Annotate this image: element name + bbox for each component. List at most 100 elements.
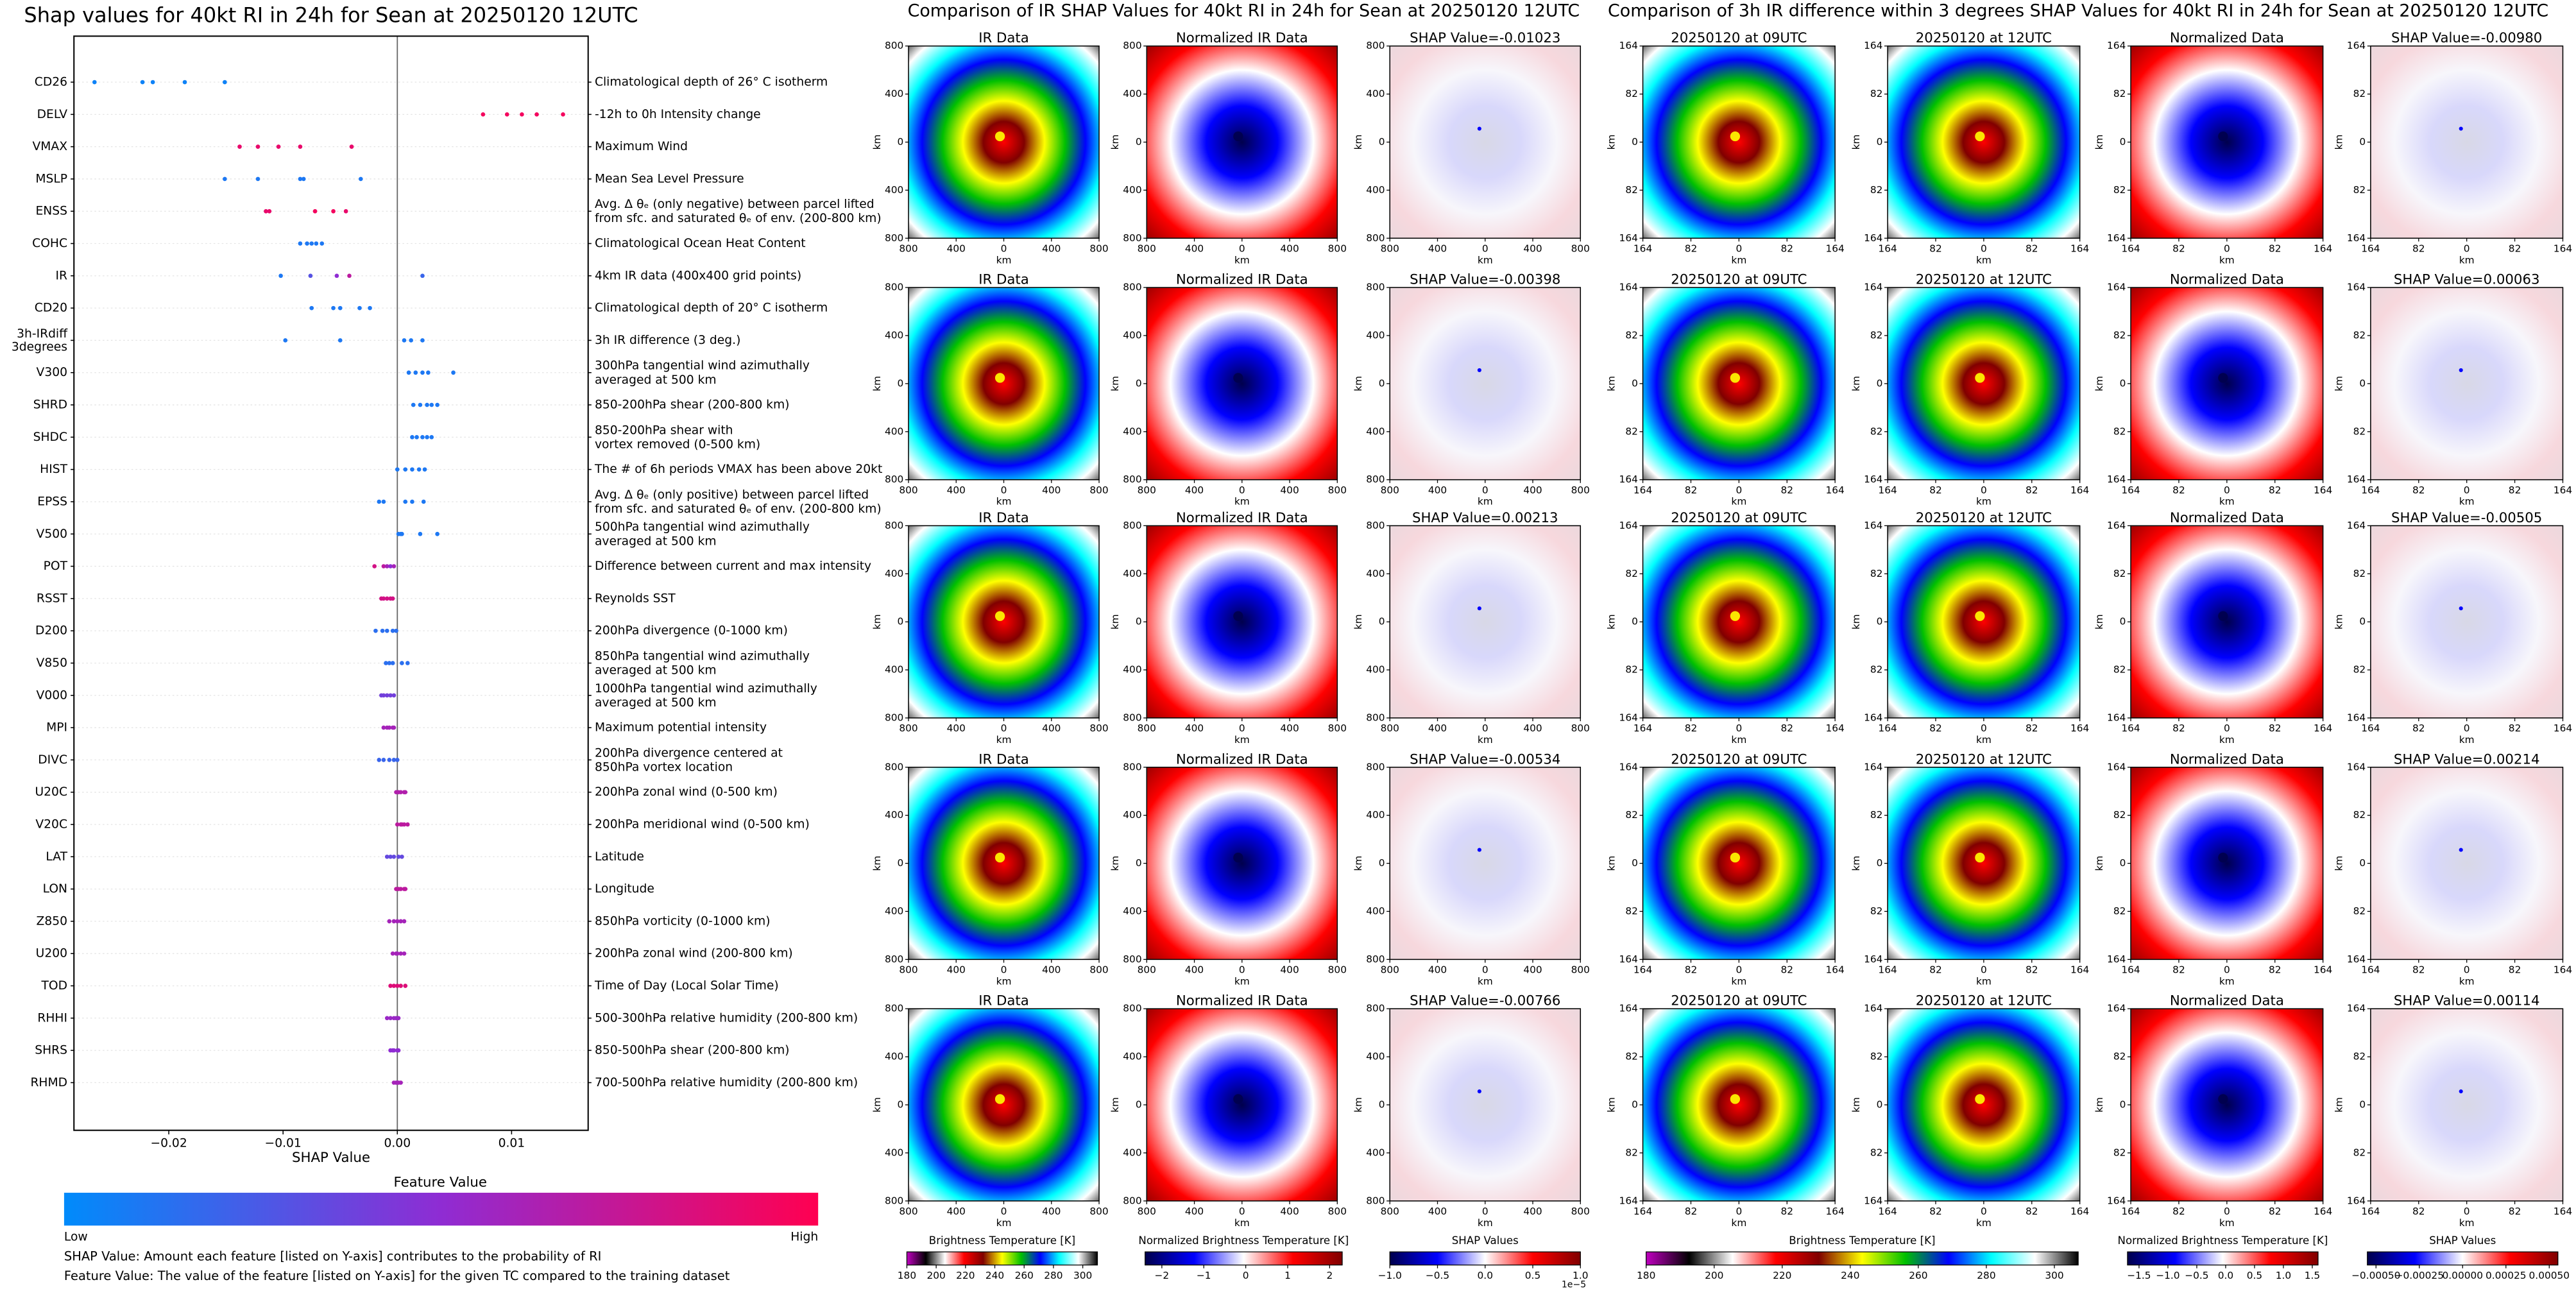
feature-label: V000 [37, 688, 67, 702]
panel-title: SHAP Value=-0.00398 [1410, 272, 1560, 288]
y-axis-label: km [1352, 614, 1364, 629]
y-tick-label: 400 [1123, 1147, 1141, 1158]
x-tick-label: 0 [1736, 964, 1742, 975]
image-texture [1390, 46, 1581, 239]
y-tick-label: 82 [2113, 905, 2126, 917]
feature-label: RSST [37, 592, 68, 605]
x-tick-label: 0.00 [384, 1137, 411, 1150]
feature-description: 300hPa tangential wind azimuthally averag… [595, 359, 810, 386]
feature-label: 3h-IRdiff 3degrees [12, 327, 68, 354]
y-tick-label: 0 [1632, 857, 1638, 869]
x-tick-label: 164 [2361, 243, 2380, 254]
colorbar-high: High [790, 1231, 818, 1244]
x-tick-label: 400 [1042, 484, 1061, 496]
x-tick-label: 164 [2554, 722, 2572, 734]
shap-point [390, 628, 395, 633]
y-axis-label: km [871, 376, 883, 391]
colorbar-tick-label: 1 [1284, 1270, 1291, 1281]
feature-description-line: 500hPa tangential wind azimuthally [595, 520, 810, 534]
colorbar-tick-label: 0.00050 [2529, 1270, 2570, 1281]
shap-point [402, 338, 407, 343]
x-tick-label: 0 [1239, 484, 1245, 496]
shap-point [403, 984, 408, 988]
feature-description: 3h IR difference (3 deg.) [595, 334, 740, 347]
colorbar-tick-label: −2 [1155, 1270, 1170, 1281]
image [1642, 1009, 1836, 1201]
shap-point [534, 112, 539, 117]
y-tick-label: 800 [1366, 1003, 1385, 1014]
y-tick-label: 164 [1864, 1003, 1882, 1014]
y-axis-label: km [1352, 376, 1364, 391]
shap-point [425, 402, 429, 407]
feature-description: 850hPa tangential wind azimuthally averag… [595, 649, 810, 677]
y-axis-label: km [2333, 614, 2345, 629]
x-tick-label: 0 [1239, 243, 1245, 254]
y-tick-label: 164 [2107, 1195, 2126, 1206]
y-tick-label: 0 [1632, 136, 1638, 148]
colorbar-tick-label: −0.00025 [2395, 1270, 2444, 1281]
colorbar-title: Feature Value [394, 1175, 487, 1191]
shap-point [182, 80, 187, 85]
feature-description: Climatological depth of 20° C isotherm [595, 302, 828, 315]
x-tick-label: 800 [1089, 484, 1108, 496]
y-tick-label: 0 [1379, 857, 1385, 869]
shap-point [421, 499, 426, 504]
shap-point [426, 370, 431, 375]
x-tick-label: 82 [2509, 243, 2521, 254]
image-eye [994, 611, 1005, 621]
shap-point [414, 435, 419, 440]
y-tick-label: 0 [898, 136, 904, 148]
feature-label: Z850 [37, 914, 67, 928]
y-axis-label: km [1352, 135, 1364, 150]
x-tick-label: 800 [899, 964, 917, 975]
x-axis-label: km [1478, 734, 1493, 746]
x-tick-label: 800 [1138, 1206, 1156, 1217]
x-tick-label: 0 [1239, 722, 1245, 734]
y-axis-label: km [1109, 376, 1121, 391]
y-tick-label: 82 [1625, 905, 1638, 917]
y-tick-label: 0 [1632, 377, 1638, 389]
x-tick-label: 800 [1328, 964, 1347, 975]
x-tick-label: 800 [1138, 243, 1156, 254]
image [1642, 767, 1836, 960]
shap-point [372, 564, 377, 568]
image [1147, 525, 1338, 718]
shap-point [410, 499, 414, 504]
x-tick-label: 82 [1929, 722, 1942, 734]
image [908, 46, 1100, 239]
x-tick-label: 82 [1780, 243, 1793, 254]
x-tick-label: 82 [2026, 484, 2038, 496]
y-tick-label: 82 [2353, 1147, 2366, 1158]
note: SHAP Value: Amount each feature [listed … [64, 1249, 601, 1263]
colorbar-low: Low [64, 1231, 88, 1244]
y-tick-label: 800 [885, 761, 903, 773]
x-tick-label: 0 [1482, 484, 1488, 496]
y-tick-label: 164 [2347, 712, 2366, 723]
y-tick-label: 800 [1123, 761, 1141, 773]
x-tick-label: 82 [2509, 964, 2521, 975]
shap-point [395, 919, 400, 924]
x-axis-label: km [1976, 254, 1992, 266]
y-tick-label: 800 [1123, 712, 1141, 723]
feature-label: V20C [35, 817, 67, 831]
y-tick-label: 164 [2347, 232, 2366, 244]
x-tick-label: 800 [899, 484, 917, 496]
x-tick-label: 164 [2070, 964, 2089, 975]
x-tick-label: 164 [1825, 484, 1844, 496]
panel-title: IR Data [978, 751, 1029, 767]
x-tick-label: 164 [1878, 722, 1897, 734]
shap-point [394, 628, 398, 633]
image-feature [2459, 368, 2463, 372]
shap-point [388, 564, 393, 568]
shap-point [381, 564, 386, 568]
feature-description-line: 300hPa tangential wind azimuthally [595, 359, 810, 372]
y-tick-label: 164 [1619, 712, 1638, 723]
feature-description-line: averaged at 500 km [595, 534, 717, 548]
colorbar [64, 1192, 819, 1226]
panel-title: SHAP Value=0.00213 [1412, 510, 1558, 526]
y-axis-label: km [2094, 1097, 2105, 1113]
x-tick-label: 0 [1981, 1206, 1987, 1217]
feature-description: 200hPa divergence (0-1000 km) [595, 624, 788, 638]
y-tick-label: 164 [2107, 761, 2126, 773]
